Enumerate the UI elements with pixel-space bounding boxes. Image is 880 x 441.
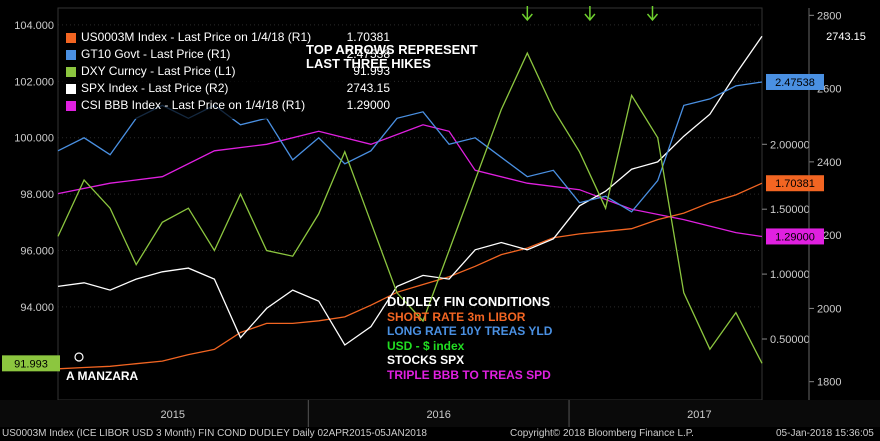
r1-tick-label: 0.50000: [770, 334, 810, 346]
dudley-line: TRIPLE BBB TO TREAS SPD: [387, 367, 551, 382]
r2-tick-label: 2400: [817, 157, 841, 169]
footer-copyright: Copyright© 2018 Bloomberg Finance L.P.: [510, 428, 694, 439]
r2-tick-label: 1800: [817, 377, 841, 389]
dudley-lines: SHORT RATE 3m LIBOR LONG RATE 10Y TREAS Y…: [387, 310, 552, 383]
hike-arrow-icon: [584, 6, 596, 22]
legend-value: 2.47538: [346, 47, 390, 61]
legend-value: 2743.15: [346, 81, 390, 95]
value-tag-text-3: 2743.15: [826, 31, 866, 43]
legend-name: DXY Curncy - Last Price (L1): [81, 64, 236, 78]
legend-swatch: [66, 32, 76, 43]
author-circle-icon: [74, 352, 84, 362]
value-tag-bg-4: [766, 228, 824, 245]
x-tick-label: 2017: [687, 409, 711, 421]
hike-arrow-icon: [521, 6, 533, 22]
legend-name: GT10 Govt - Last Price (R1): [81, 47, 231, 61]
legend-entry: CSI BBB Index - Last Price on 1/4/18 (R1…: [66, 97, 390, 114]
legend-swatch: [66, 66, 76, 77]
left-tick-label: 96.000: [20, 246, 54, 258]
legend-name: CSI BBB Index - Last Price on 1/4/18 (R1…: [81, 98, 306, 112]
legend-entry: GT10 Govt - Last Price (R1) 2.47538: [66, 46, 390, 63]
footer-left: US0003M Index (ICE LIBOR USD 3 Month) FI…: [2, 428, 427, 439]
legend-value: 91.993: [353, 64, 390, 78]
value-tag-text-2: 91.993: [14, 358, 48, 370]
left-tick-label: 104.000: [14, 20, 54, 32]
r1-tick-label: 2.00000: [770, 139, 810, 151]
author-label: A MANZARA: [66, 369, 139, 383]
series-line-2: [57, 51, 763, 364]
dudley-line: LONG RATE 10Y TREAS YLD: [387, 324, 553, 338]
x-axis-band: [0, 400, 880, 427]
r1-tick-label: 1.50000: [770, 204, 810, 216]
value-tag-bg-0: [766, 175, 824, 192]
value-tag-bg-1: [766, 73, 824, 90]
legend-value: 1.70381: [346, 30, 390, 44]
top-arrows-note-line-2: LAST THREE HIKES: [306, 56, 431, 71]
legend-name: US0003M Index - Last Price on 1/4/18 (R1…: [81, 30, 312, 44]
dudley-line: STOCKS SPX: [387, 353, 465, 367]
footer: US0003M Index (ICE LIBOR USD 3 Month) FI…: [0, 427, 880, 441]
r1-tick-label: 1.00000: [770, 269, 810, 281]
value-tag-bg-2: [2, 355, 60, 372]
hike-arrow-icon: [646, 6, 659, 22]
legend-swatch: [66, 49, 76, 60]
value-tag-bg-3: [820, 28, 872, 45]
left-tick-label: 102.000: [14, 76, 54, 88]
value-tag-text-0: 1.70381: [775, 178, 815, 190]
left-tick-label: 94.000: [20, 302, 54, 314]
legend: US0003M Index - Last Price on 1/4/18 (R1…: [62, 27, 394, 119]
left-tick-label: 98.000: [20, 189, 54, 201]
left-tick-label: 100.000: [14, 133, 54, 145]
legend-name: SPX Index - Last Price (R2): [81, 81, 229, 95]
value-tag-text-1: 2.47538: [775, 77, 815, 89]
legend-swatch: [66, 100, 76, 111]
x-tick-label: 2015: [160, 409, 184, 421]
legend-value: 1.29000: [346, 98, 390, 112]
top-arrows-note-line-1: TOP ARROWS REPRESENT: [306, 42, 478, 57]
dudley-legend: DUDLEY FIN CONDITIONS SHORT RATE 3m LIBO…: [387, 294, 552, 383]
top-arrows-note: TOP ARROWS REPRESENT LAST THREE HIKES: [306, 43, 478, 71]
legend-entry: US0003M Index - Last Price on 1/4/18 (R1…: [66, 29, 390, 46]
legend-entry: DXY Curncy - Last Price (L1) 91.993: [66, 63, 390, 80]
footer-timestamp: 05-Jan-2018 15:36:05: [776, 428, 874, 439]
series-line-3: [57, 35, 763, 346]
value-tag-text-4: 1.29000: [775, 231, 815, 243]
dudley-line: SHORT RATE 3m LIBOR: [387, 309, 526, 324]
series-line-0: [57, 182, 763, 370]
dudley-line: USD - $ index: [387, 338, 465, 353]
legend-entry: SPX Index - Last Price (R2) 2743.15: [66, 80, 390, 97]
r2-tick-label: 2800: [817, 10, 841, 22]
dudley-title: DUDLEY FIN CONDITIONS: [387, 294, 550, 309]
x-tick-label: 2016: [426, 409, 450, 421]
legend-swatch: [66, 83, 76, 94]
r2-tick-label: 2000: [817, 303, 841, 315]
